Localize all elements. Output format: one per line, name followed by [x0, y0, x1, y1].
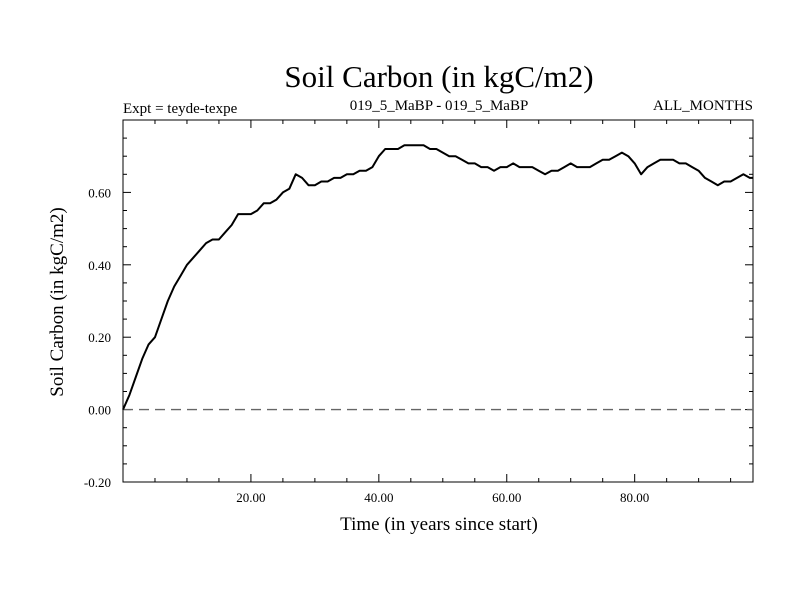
x-tick-label: 60.00	[492, 490, 521, 505]
experiment-label: Expt = teyde-texpe	[123, 101, 238, 117]
chart-title: Soil Carbon (in kgC/m2)	[284, 59, 593, 94]
plot-frame	[122, 119, 754, 483]
x-tick-label: 40.00	[364, 490, 393, 505]
x-tick-label: 80.00	[620, 490, 649, 505]
y-tick-label: 0.60	[88, 185, 111, 200]
plot-area: 20.00 40.00 60.00 80.00 -0.20 0.00 0.20 0.40 0.6…	[84, 119, 754, 505]
y-tick-label: 0.00	[88, 403, 111, 418]
series-line-soil-carbon	[122, 144, 753, 411]
x-tick-label: 20.00	[236, 490, 265, 505]
y-tick-label: -0.20	[84, 475, 111, 490]
y-axis-label: Soil Carbon (in kgC/m2)	[47, 207, 68, 396]
period-label: 019_5_MaBP - 019_5_MaBP	[350, 98, 529, 114]
months-label: ALL_MONTHS	[653, 98, 753, 114]
x-axis-label: Time (in years since start)	[340, 514, 538, 535]
y-tick-label: 0.40	[88, 258, 111, 273]
y-tick-label: 0.20	[88, 330, 111, 345]
